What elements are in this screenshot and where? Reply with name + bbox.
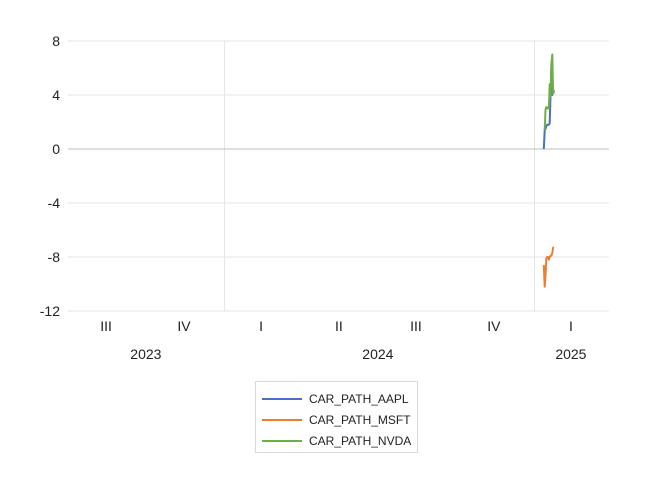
- series-lines: [542, 53, 555, 288]
- y-tick-label: 0: [52, 141, 60, 157]
- x-tick-label-quarter: III: [100, 318, 112, 334]
- y-tick-label: -4: [48, 195, 61, 211]
- x-tick-label-quarter: IV: [177, 318, 191, 334]
- chart-legend: CAR_PATH_AAPL CAR_PATH_MSFT CAR_PATH_NVDA: [255, 381, 418, 453]
- legend-swatch: [262, 397, 302, 400]
- x-tick-label-year: 2025: [555, 346, 586, 362]
- legend-item: CAR_PATH_MSFT: [262, 409, 417, 430]
- y-tick-label: -8: [48, 249, 61, 265]
- x-tick-label-quarter: I: [569, 318, 573, 334]
- legend-label: CAR_PATH_AAPL: [309, 391, 409, 406]
- legend-item: CAR_PATH_NVDA: [262, 430, 417, 451]
- legend-swatch: [262, 439, 302, 442]
- x-tick-label-year: 2023: [130, 346, 161, 362]
- series-line-car_path_nvda: [543, 53, 555, 131]
- legend-item: CAR_PATH_AAPL: [262, 388, 417, 409]
- legend-label: CAR_PATH_NVDA: [309, 433, 412, 448]
- x-tick-label-quarter: II: [335, 318, 343, 334]
- legend-swatch: [262, 418, 302, 421]
- series-line-car_path_msft: [542, 246, 555, 288]
- x-tick-label-quarter: I: [259, 318, 263, 334]
- x-tick-label-quarter: III: [410, 318, 422, 334]
- legend-label: CAR_PATH_MSFT: [309, 412, 411, 427]
- y-tick-label: 4: [52, 87, 60, 103]
- x-tick-label-quarter: IV: [487, 318, 501, 334]
- y-tick-label: 8: [52, 33, 60, 49]
- y-tick-label: -12: [40, 303, 60, 319]
- gridlines: [68, 40, 609, 312]
- x-tick-label-year: 2024: [362, 346, 393, 362]
- y-axis-tick-labels: 8 4 0 -4 -8 -12: [40, 33, 60, 319]
